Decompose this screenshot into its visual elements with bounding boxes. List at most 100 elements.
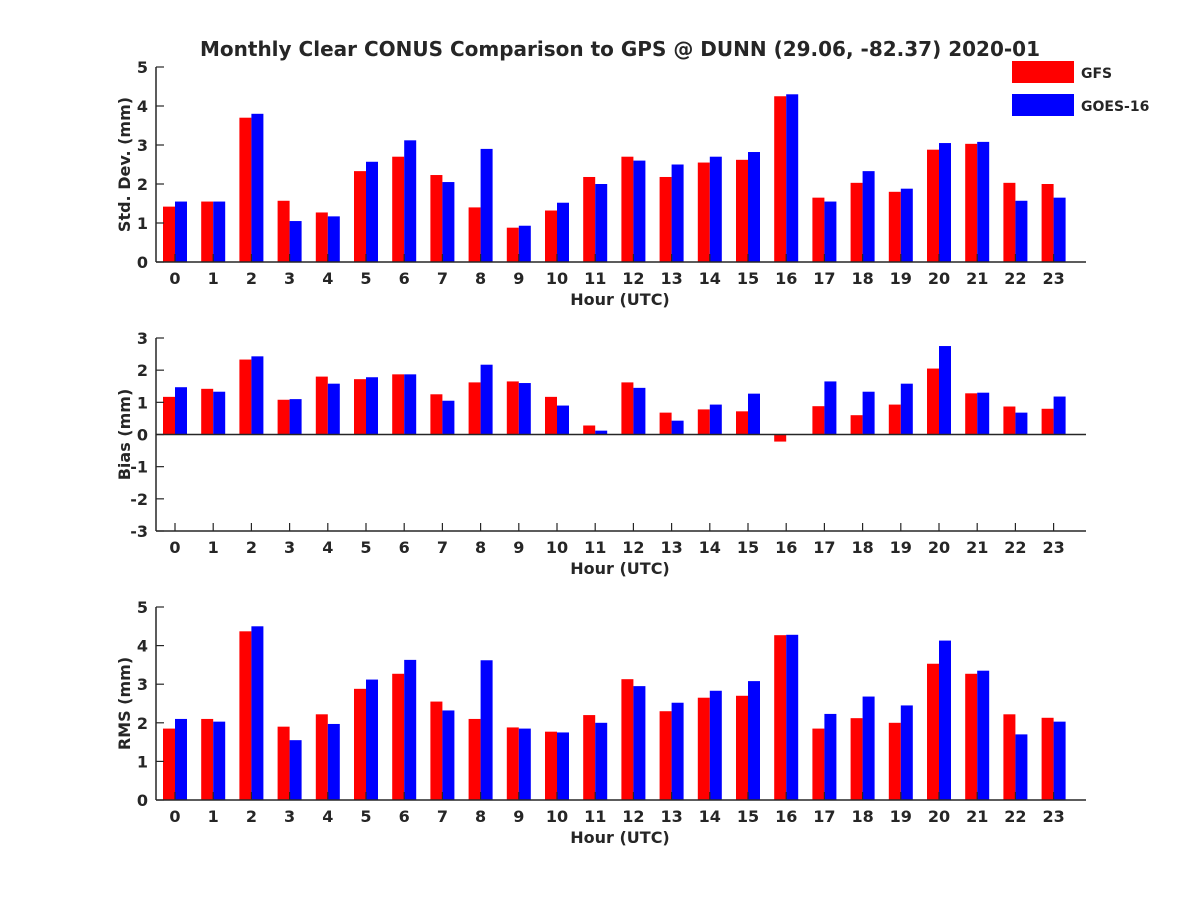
x-tick-label: 4 xyxy=(322,269,333,288)
x-tick-label: 2 xyxy=(246,538,257,557)
bar-goes16-hour-6 xyxy=(404,374,417,435)
x-tick-label: 10 xyxy=(546,269,568,288)
x-tick-label: 0 xyxy=(169,807,180,826)
bar-gfs-hour-7 xyxy=(430,394,443,435)
x-tick-label: 12 xyxy=(622,269,644,288)
bar-gfs-hour-10 xyxy=(545,210,557,262)
bar-gfs-hour-10 xyxy=(545,396,557,435)
x-tick-label: 5 xyxy=(360,807,371,826)
bar-goes16-hour-15 xyxy=(748,681,760,800)
legend-swatch-goes16 xyxy=(1012,94,1074,116)
bar-gfs-hour-14 xyxy=(697,162,710,262)
x-tick-label: 23 xyxy=(1042,538,1064,557)
x-tick-label: 11 xyxy=(584,538,606,557)
x-tick-label: 6 xyxy=(399,807,410,826)
bar-goes16-hour-3 xyxy=(289,221,302,262)
bar-gfs-hour-13 xyxy=(659,412,672,435)
bar-goes16-hour-20 xyxy=(939,143,951,262)
y-tick-label: 0 xyxy=(137,426,148,445)
bar-goes16-hour-4 xyxy=(327,723,340,800)
bar-goes16-hour-10 xyxy=(557,732,569,800)
bar-gfs-hour-9 xyxy=(506,227,519,262)
x-tick-label: 16 xyxy=(775,538,797,557)
x-tick-label: 18 xyxy=(851,269,873,288)
x-tick-label: 3 xyxy=(284,807,295,826)
y-tick-label: 4 xyxy=(137,637,148,656)
legend-label-goes16: GOES-16 xyxy=(1081,99,1149,115)
x-tick-label: 22 xyxy=(1004,269,1026,288)
x-tick-label: 5 xyxy=(360,538,371,557)
bar-goes16-hour-15 xyxy=(748,152,760,262)
x-tick-label: 10 xyxy=(546,807,568,826)
bar-gfs-hour-8 xyxy=(468,207,481,262)
bar-goes16-hour-9 xyxy=(518,225,531,262)
x-tick-label: 11 xyxy=(584,807,606,826)
bar-gfs-hour-18 xyxy=(850,415,863,435)
x-tick-label: 3 xyxy=(284,538,295,557)
bar-goes16-hour-5 xyxy=(366,161,378,262)
x-tick-label: 21 xyxy=(966,269,988,288)
bar-goes16-hour-7 xyxy=(442,182,455,262)
bar-gfs-hour-1 xyxy=(201,388,214,435)
bar-goes16-hour-23 xyxy=(1053,197,1066,262)
x-tick-label: 19 xyxy=(890,269,912,288)
y-tick-label: 1 xyxy=(137,214,148,233)
bar-gfs-hour-8 xyxy=(468,718,481,800)
y-tick-label: 5 xyxy=(137,58,148,77)
x-tick-label: 7 xyxy=(437,538,448,557)
bar-gfs-hour-20 xyxy=(927,663,939,800)
bar-goes16-hour-2 xyxy=(251,626,264,800)
x-tick-label: 0 xyxy=(169,538,180,557)
bar-goes16-hour-0 xyxy=(175,201,187,262)
bar-gfs-hour-5 xyxy=(354,171,366,262)
bar-goes16-hour-22 xyxy=(1015,412,1028,435)
bar-gfs-hour-15 xyxy=(736,695,748,800)
chart-title: Monthly Clear CONUS Comparison to GPS @ … xyxy=(200,37,1040,61)
x-tick-label: 1 xyxy=(208,807,219,826)
x-axis-label: Hour (UTC) xyxy=(570,290,670,309)
bar-goes16-hour-17 xyxy=(824,201,837,262)
bar-gfs-hour-4 xyxy=(315,376,328,435)
x-tick-label: 7 xyxy=(437,807,448,826)
x-tick-label: 13 xyxy=(660,269,682,288)
bar-gfs-hour-22 xyxy=(1003,406,1016,435)
bar-gfs-hour-14 xyxy=(697,409,710,435)
x-tick-label: 15 xyxy=(737,807,759,826)
bar-goes16-hour-11 xyxy=(595,184,608,262)
bar-gfs-hour-19 xyxy=(888,722,901,800)
x-tick-label: 6 xyxy=(399,538,410,557)
bar-goes16-hour-12 xyxy=(633,160,646,262)
x-tick-label: 18 xyxy=(851,807,873,826)
bar-goes16-hour-10 xyxy=(557,405,569,435)
bar-gfs-hour-4 xyxy=(315,212,328,262)
bar-gfs-hour-23 xyxy=(1041,184,1054,262)
bar-goes16-hour-23 xyxy=(1053,396,1066,435)
bar-gfs-hour-16 xyxy=(774,434,787,442)
bar-goes16-hour-11 xyxy=(595,430,608,435)
bar-gfs-hour-15 xyxy=(736,159,748,262)
bar-goes16-hour-16 xyxy=(786,634,799,800)
bar-goes16-hour-21 xyxy=(977,392,990,435)
y-tick-label: 1 xyxy=(137,393,148,412)
y-tick-label: -3 xyxy=(130,522,148,541)
bar-goes16-hour-6 xyxy=(404,140,417,262)
bar-gfs-hour-19 xyxy=(888,191,901,262)
y-tick-label: 5 xyxy=(137,598,148,617)
bar-goes16-hour-8 xyxy=(480,660,493,800)
bar-goes16-hour-12 xyxy=(633,686,646,800)
bar-gfs-hour-22 xyxy=(1003,182,1016,262)
bar-gfs-hour-12 xyxy=(621,679,634,800)
bar-gfs-hour-22 xyxy=(1003,714,1016,800)
bar-goes16-hour-1 xyxy=(213,201,226,262)
bar-goes16-hour-18 xyxy=(862,696,875,800)
bar-gfs-hour-5 xyxy=(354,688,366,800)
bar-goes16-hour-18 xyxy=(862,391,875,435)
x-tick-label: 19 xyxy=(890,807,912,826)
bar-gfs-hour-17 xyxy=(812,197,825,262)
x-tick-label: 9 xyxy=(513,807,524,826)
bar-gfs-hour-12 xyxy=(621,382,634,435)
x-tick-label: 1 xyxy=(208,538,219,557)
x-tick-label: 20 xyxy=(928,269,950,288)
